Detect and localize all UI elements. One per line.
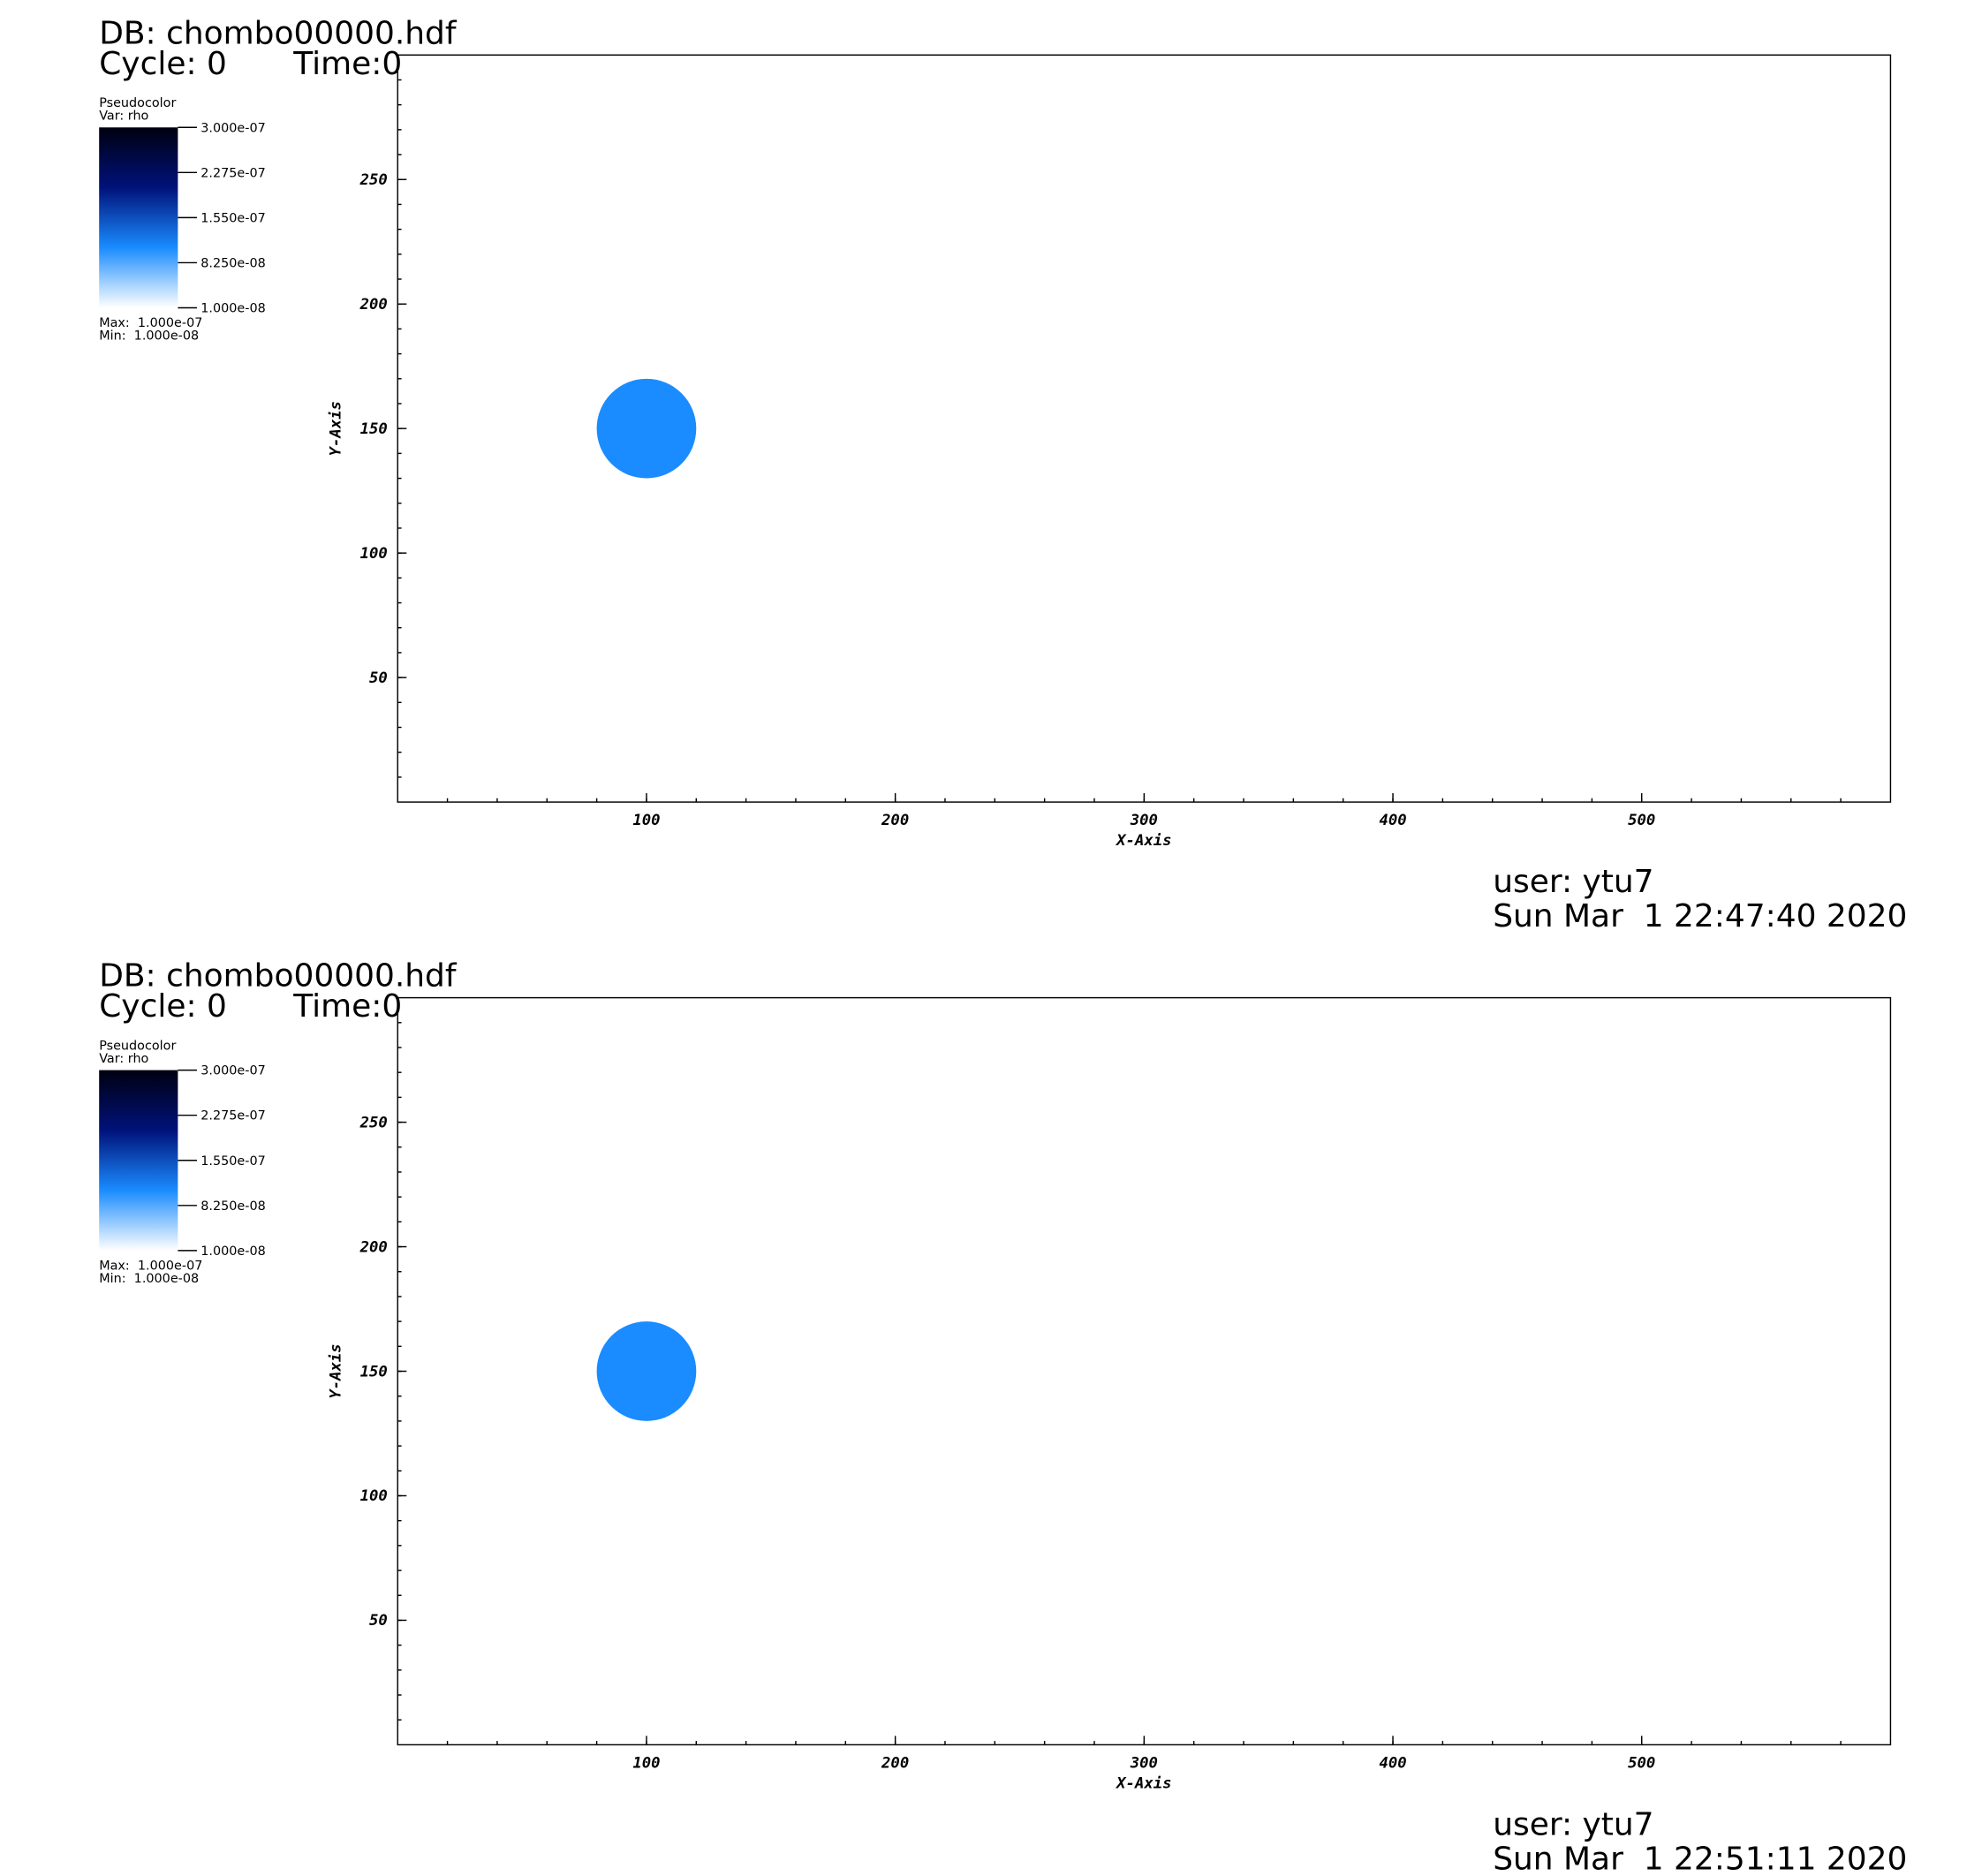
colorbar-tick-label: 1.000e-08: [200, 302, 265, 316]
cycle: Cycle: 0: [99, 46, 227, 82]
x-axis-label: X-Axis: [1115, 832, 1171, 850]
max-label: Max: 1.000e-07: [99, 1259, 202, 1273]
y-tick-label: 50: [369, 1612, 388, 1630]
data-blob: [596, 1321, 697, 1421]
min-label: Min: 1.000e-08: [99, 329, 199, 343]
colorbar-tick-label: 2.275e-07: [200, 1109, 265, 1123]
title: DB: chombo00000.hdf: [99, 15, 458, 51]
x-tick-label: 100: [632, 812, 660, 829]
user: user: ytu7: [1493, 1807, 1653, 1843]
y-tick-label: 200: [359, 296, 388, 314]
y-tick-label: 250: [359, 171, 388, 189]
x-tick-label: 200: [881, 812, 909, 829]
x-axis-label: X-Axis: [1115, 1774, 1171, 1792]
legend-title: Pseudocolor: [99, 1040, 176, 1054]
x-tick-label: 300: [1130, 812, 1158, 829]
user: user: ytu7: [1493, 864, 1653, 900]
x-tick-label: 400: [1379, 1754, 1406, 1772]
colorbar: [99, 127, 178, 308]
legend-var: Var: rho: [99, 110, 148, 124]
legend-title: Pseudocolor: [99, 96, 176, 110]
colorbar-tick-label: 3.000e-07: [200, 1064, 265, 1078]
time: Time:0: [292, 988, 402, 1025]
y-tick-label: 250: [359, 1114, 388, 1131]
colorbar-tick-label: 1.550e-07: [200, 211, 265, 225]
y-tick-label: 100: [360, 1487, 388, 1505]
max-label: Max: 1.000e-07: [99, 316, 202, 330]
colorbar-tick-label: 1.000e-08: [200, 1244, 265, 1259]
x-tick-label: 400: [1379, 812, 1406, 829]
y-axis-label: Y-Axis: [328, 1343, 345, 1398]
x-tick-label: 100: [632, 1754, 660, 1772]
y-tick-label: 150: [360, 1363, 388, 1381]
min-label: Min: 1.000e-08: [99, 1272, 199, 1286]
y-tick-label: 100: [360, 545, 388, 563]
y-tick-label: 150: [360, 420, 388, 438]
time: Time:0: [292, 46, 402, 82]
colorbar-tick-label: 8.250e-08: [200, 256, 265, 270]
date: Sun Mar 1 22:47:40 2020: [1493, 898, 1907, 934]
y-tick-label: 50: [369, 669, 388, 687]
colorbar-tick-label: 1.550e-07: [200, 1154, 265, 1169]
x-tick-label: 200: [881, 1754, 909, 1772]
date: Sun Mar 1 22:51:11 2020: [1493, 1841, 1907, 1876]
data-blob: [596, 378, 697, 479]
x-tick-label: 500: [1628, 812, 1655, 829]
colorbar-tick-label: 8.250e-08: [200, 1199, 265, 1214]
colorbar-tick-label: 3.000e-07: [200, 121, 265, 135]
y-axis-label: Y-Axis: [328, 401, 345, 456]
title: DB: chombo00000.hdf: [99, 958, 458, 995]
x-tick-label: 500: [1628, 1754, 1655, 1772]
cycle: Cycle: 0: [99, 988, 227, 1025]
legend-var: Var: rho: [99, 1052, 148, 1066]
x-tick-label: 300: [1130, 1754, 1158, 1772]
colorbar-tick-label: 2.275e-07: [200, 166, 265, 180]
y-tick-label: 200: [359, 1238, 388, 1256]
colorbar: [99, 1070, 178, 1251]
